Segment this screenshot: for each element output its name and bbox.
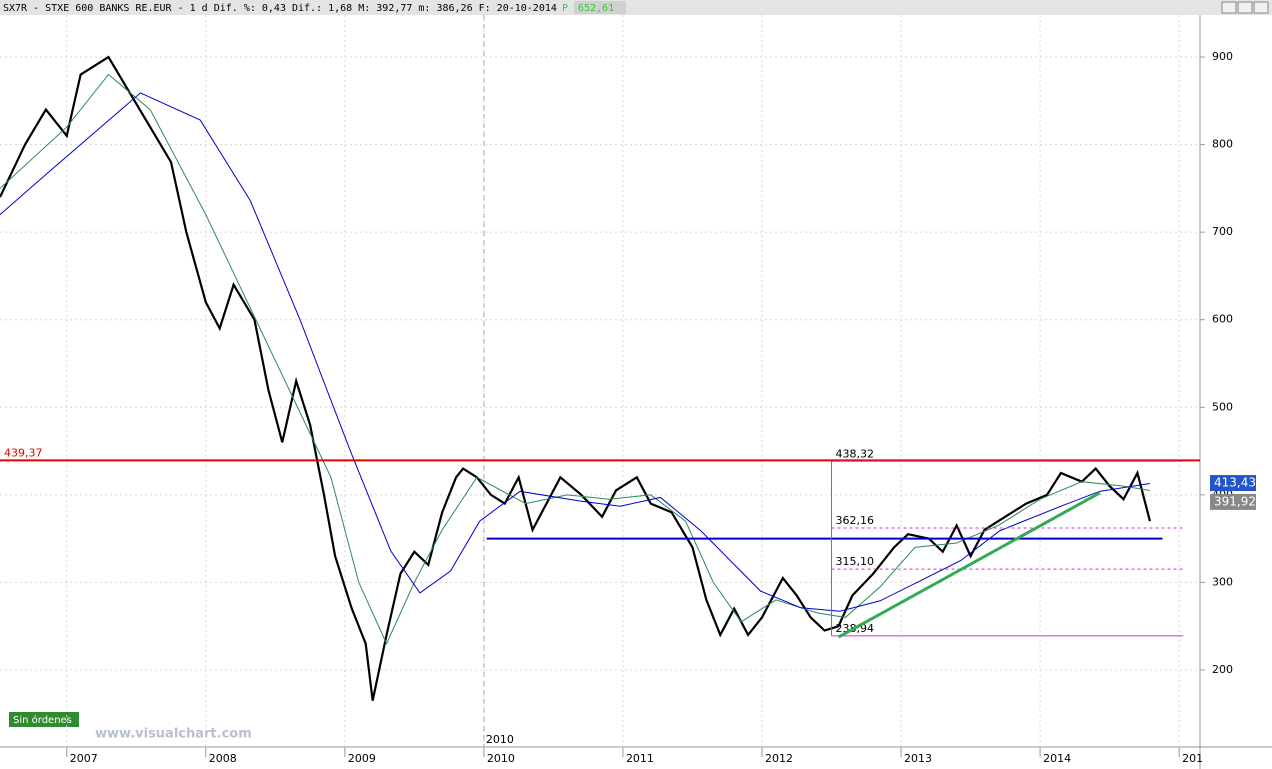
x-tick-label: 2008 [209,752,237,765]
x-tick-label: 2013 [904,752,932,765]
price-line [0,92,1151,612]
y-tick-label: 300 [1212,575,1233,588]
header-box [574,1,626,14]
close[interactable] [1253,1,1269,14]
price-line [0,55,1152,701]
header-p-value: 652,61 [578,3,614,14]
maximize[interactable] [1237,1,1253,14]
x-tick-label: 2011 [626,752,654,765]
x-tick-label: 2012 [765,752,793,765]
x-tick-label: 201 [1182,752,1203,765]
period-marker-label: 2010 [486,733,514,746]
y-tick-label: 900 [1212,50,1233,63]
header-p: P [562,3,568,14]
trend-line [837,491,1101,639]
level-label: 439,37 [4,446,43,459]
y-tick-label: 700 [1212,225,1233,238]
price-tag-label: 413,43 [1214,476,1256,490]
price-tag [1210,493,1256,510]
window-buttons[interactable] [1221,1,1269,14]
header-text: SX7R - STXE 600 BANKS RE.EUR - 1 d Dif. … [3,3,557,14]
x-tick-label: 2014 [1043,752,1071,765]
watermark: www.visualchart.com [95,727,252,742]
minimize[interactable] [1221,1,1237,14]
status: Sin órdenes [13,714,72,726]
y-tick-label: 500 [1212,400,1233,413]
price-tag [1210,475,1256,492]
level-label: 315,10 [836,555,875,568]
y-tick-label: 200 [1212,663,1233,676]
x-tick-label: 2010 [487,752,515,765]
y-tick-label: 600 [1212,313,1233,326]
x-tick-label: 2007 [70,752,98,765]
price-tag-label: 391,92 [1214,494,1256,508]
status-box [9,712,79,727]
y-tick-label: 800 [1212,138,1233,151]
price-line [0,73,1151,645]
x-tick-label: 2009 [348,752,376,765]
title-bar [0,0,1272,15]
level-label: 362,16 [836,514,875,527]
level-label: 438,32 [836,447,875,460]
